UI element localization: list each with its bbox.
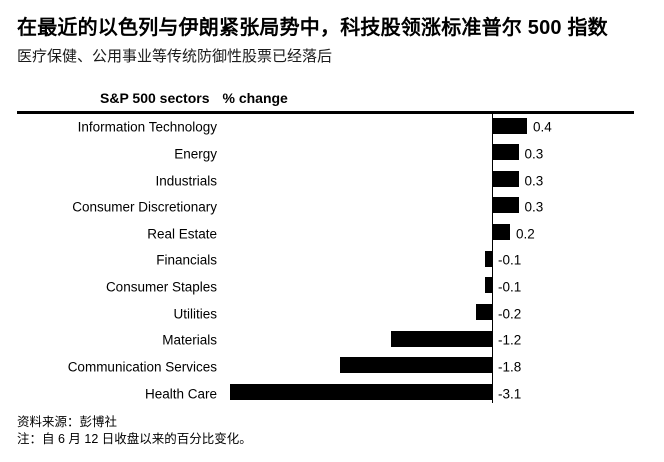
sector-label: Real Estate (147, 226, 217, 242)
sector-label: Energy (174, 146, 217, 162)
source-note: 资料来源：彭博社 (17, 415, 118, 429)
axis-header-change-label: % change (222, 90, 288, 106)
bar-row: Consumer Discretionary 0.3 (0, 194, 664, 221)
sector-label: Materials (162, 332, 217, 348)
axis-header: S&P 500 sectors % change (100, 90, 288, 106)
footnote: 注：自 6 月 12 日收盘以来的百分比变化。 (17, 431, 252, 446)
chart-subtitle: 医疗保健、公用事业等传统防御性股票已经落后 (17, 48, 333, 65)
bar-chart: Information Technology 0.4 Energy 0.3 In… (0, 114, 664, 407)
sector-bar (340, 357, 493, 374)
sector-bar (484, 250, 493, 267)
value-label: -0.2 (498, 306, 522, 322)
sector-bar (229, 383, 493, 400)
value-label: 0.2 (516, 226, 535, 242)
sector-label: Information Technology (77, 119, 217, 135)
bar-row: Energy 0.3 (0, 141, 664, 168)
header-divider-rule (17, 111, 634, 114)
sector-bar (493, 117, 527, 134)
bar-row: Materials -1.2 (0, 327, 664, 354)
bar-row: Real Estate 0.2 (0, 221, 664, 248)
sector-label: Financials (156, 252, 217, 268)
value-label: -0.1 (498, 252, 522, 268)
value-label: -1.8 (498, 359, 522, 375)
bar-row: Information Technology 0.4 (0, 114, 664, 141)
sector-label: Industrials (155, 173, 217, 189)
bar-row: Industrials 0.3 (0, 167, 664, 194)
value-label: 0.4 (533, 119, 552, 135)
sector-label: Consumer Discretionary (72, 199, 217, 215)
value-label: 0.3 (524, 199, 544, 215)
sector-bar (493, 170, 519, 187)
chart-title: 在最近的以色列与伊朗紧张局势中，科技股领涨标准普尔 500 指数 (17, 17, 608, 39)
value-label: 0.3 (524, 146, 544, 162)
sector-bar (476, 303, 493, 320)
value-label: -0.1 (498, 279, 522, 295)
value-label: -1.2 (498, 332, 522, 348)
sector-label: Health Care (144, 386, 217, 402)
sector-label: Consumer Staples (105, 279, 217, 295)
sector-label: Utilities (173, 306, 217, 322)
chart-footer: 资料来源：彭博社 注：自 6 月 12 日收盘以来的百分比变化。 (17, 414, 252, 447)
bar-row: Health Care -3.1 (0, 380, 664, 407)
bar-row: Utilities -0.2 (0, 300, 664, 327)
axis-header-sectors-label: S&P 500 sectors (100, 90, 210, 106)
sector-bar (493, 144, 519, 161)
value-label: -3.1 (498, 386, 522, 402)
sector-bar (391, 330, 493, 347)
sector-bar (493, 197, 519, 214)
bar-row: Consumer Staples -0.1 (0, 274, 664, 301)
sector-label: Communication Services (67, 359, 217, 375)
sector-bar (484, 277, 493, 294)
sector-bar (493, 224, 510, 240)
bar-row: Communication Services -1.8 (0, 354, 664, 381)
bar-row: Financials -0.1 (0, 247, 664, 274)
value-label: 0.3 (524, 173, 544, 189)
